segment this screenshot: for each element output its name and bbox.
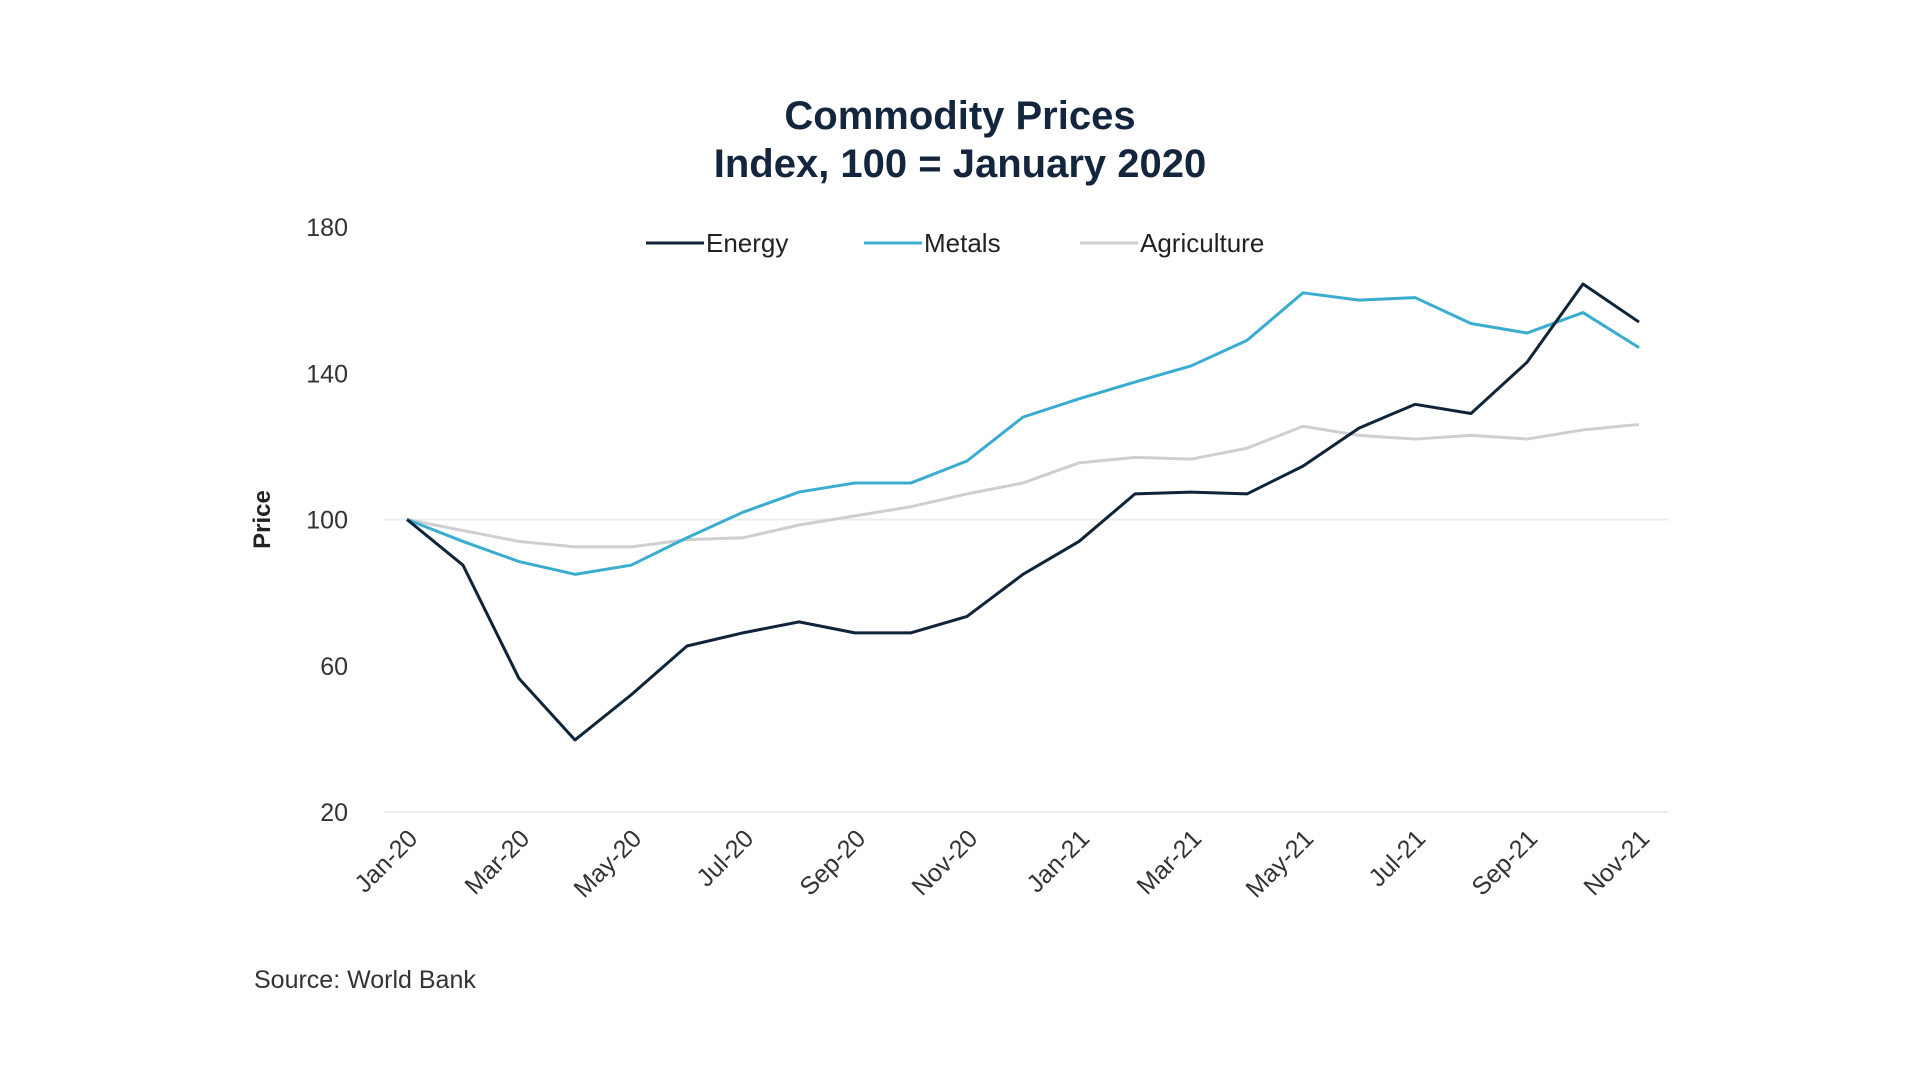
legend-label-agriculture: Agriculture bbox=[1140, 228, 1264, 258]
y-tick-label: 60 bbox=[320, 653, 348, 681]
x-tick-label: Mar-20 bbox=[459, 824, 535, 900]
legend-label-energy: Energy bbox=[706, 228, 788, 258]
x-tick-label: May-21 bbox=[1240, 824, 1319, 903]
chart-title: Commodity Prices bbox=[784, 94, 1136, 138]
legend-label-metals: Metals bbox=[924, 228, 1001, 258]
source-note: Source: World Bank bbox=[254, 966, 476, 994]
y-tick-label: 20 bbox=[320, 799, 348, 827]
x-tick-label: Jan-20 bbox=[349, 824, 423, 898]
x-tick-label: Sep-20 bbox=[794, 824, 871, 901]
series-line-agriculture bbox=[406, 422, 1640, 549]
x-tick-label: Sep-21 bbox=[1466, 824, 1543, 901]
y-axis-label: Price bbox=[249, 490, 276, 549]
x-tick-label: Jan-21 bbox=[1021, 824, 1095, 898]
y-tick-label: 100 bbox=[306, 507, 348, 535]
x-tick-label: Nov-20 bbox=[906, 824, 983, 901]
x-tick-label: Mar-21 bbox=[1131, 824, 1207, 900]
chart-subtitle: Index, 100 = January 2020 bbox=[713, 142, 1207, 186]
y-tick-label: 180 bbox=[306, 214, 348, 242]
x-tick-label: Jul-21 bbox=[1363, 824, 1431, 892]
x-tick-label: May-20 bbox=[568, 824, 647, 903]
x-tick-label: Jul-20 bbox=[691, 824, 759, 892]
series-line-energy bbox=[406, 282, 1640, 742]
x-tick-label: Nov-21 bbox=[1578, 824, 1655, 901]
y-tick-label: 140 bbox=[306, 360, 348, 388]
series-line-metals bbox=[406, 291, 1640, 576]
